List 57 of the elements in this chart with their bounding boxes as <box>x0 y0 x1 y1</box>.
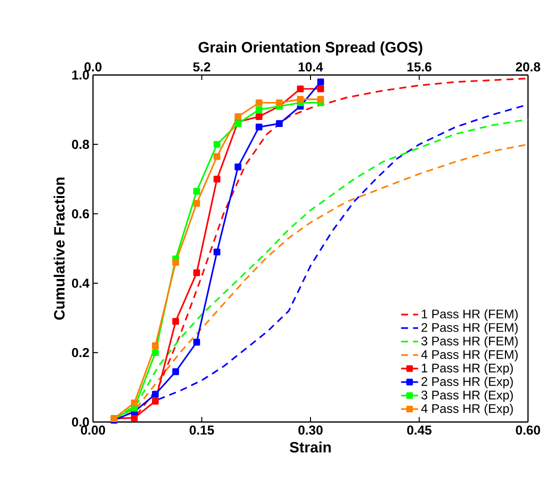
point <box>317 78 324 86</box>
point <box>193 338 200 346</box>
point <box>172 368 180 376</box>
point <box>214 248 220 256</box>
point <box>214 153 220 160</box>
x2-tick-label: 20.8 <box>516 62 540 72</box>
x-axis-title: Strain <box>290 442 331 453</box>
point <box>234 113 242 120</box>
legend-label: 3 Pass HR (FEM) <box>421 336 518 348</box>
x2-tick-label: 10.4 <box>298 62 324 72</box>
point <box>214 176 220 182</box>
legend-label: 2 Pass HR (Exp) <box>422 376 513 388</box>
point <box>256 113 262 120</box>
y-tick-label: 0.8 <box>72 140 90 149</box>
point <box>130 400 138 406</box>
x2-tick-label: 0.0 <box>84 62 102 72</box>
point <box>193 188 200 195</box>
x-tick-label: 0.30 <box>298 426 323 435</box>
point <box>256 124 262 130</box>
y-tick-label: 1.0 <box>72 70 89 80</box>
point <box>296 96 304 103</box>
legend-label: 4 Pass HR (Exp) <box>421 404 513 416</box>
point <box>214 141 220 148</box>
point <box>234 164 242 170</box>
point <box>130 414 138 422</box>
legend-label: 4 Pass HR (FEM) <box>421 350 518 362</box>
point <box>152 342 159 350</box>
point <box>317 85 324 92</box>
x-tick-label: 0.45 <box>407 426 432 435</box>
x2-tick-label: 15.6 <box>407 62 432 72</box>
point <box>152 349 159 356</box>
y-tick-label: 0.0 <box>72 417 89 427</box>
x2-axis-title: Grain Orientation Spread (GOS) <box>198 42 422 56</box>
point <box>296 85 304 92</box>
point <box>193 269 200 276</box>
x-tick-label: 0.15 <box>190 426 214 435</box>
point <box>256 106 262 114</box>
x-tick-label: 0.60 <box>516 426 540 435</box>
y-tick-label: 0.6 <box>72 209 90 218</box>
point <box>317 96 324 103</box>
legend-label: 1 Pass HR (Exp) <box>422 363 513 375</box>
point <box>193 200 200 207</box>
point <box>152 390 159 398</box>
y-tick-label: 0.2 <box>72 348 89 358</box>
x2-tick-label: 5.2 <box>193 62 210 72</box>
x-tick-label: 0.00 <box>80 426 106 435</box>
point <box>152 398 159 405</box>
y-tick-label: 0.4 <box>72 278 90 288</box>
point <box>276 99 283 106</box>
legend-label: 2 Pass HR (FEM) <box>422 322 518 334</box>
point <box>256 99 262 106</box>
legend-label: 3 Pass HR (Exp) <box>421 390 513 402</box>
point <box>172 258 180 266</box>
y-axis-title: Cumulative Fraction <box>54 178 65 320</box>
legend-label: 1 Pass HR (FEM) <box>422 309 518 321</box>
point <box>276 120 283 127</box>
point <box>172 318 180 325</box>
